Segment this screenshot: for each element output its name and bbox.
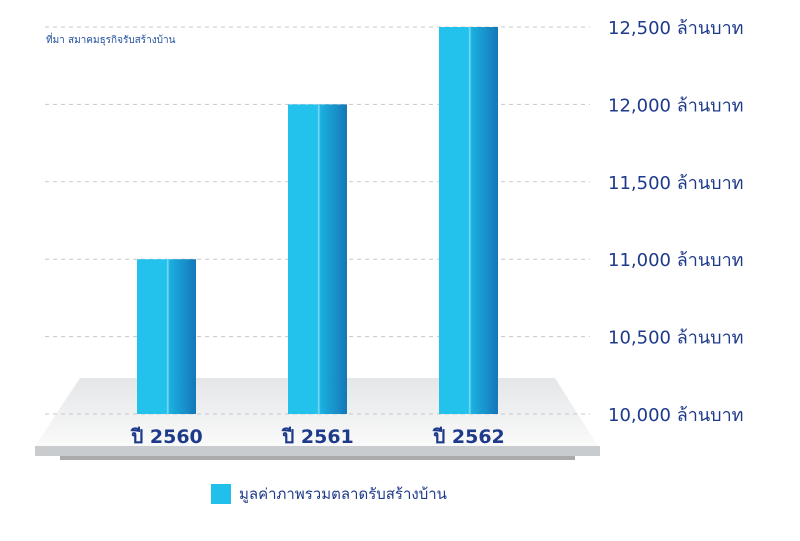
legend-label: มูลค่าภาพรวมตลาดรับสร้างบ้าน (239, 485, 447, 503)
legend-swatch (211, 484, 231, 504)
y-tick-label: 11,000 ล้านบาท (608, 250, 744, 271)
y-tick-label: 11,500 ล้านบาท (608, 173, 744, 194)
platform-shadow (60, 456, 575, 460)
legend: มูลค่าภาพรวมตลาดรับสร้างบ้าน (211, 482, 447, 506)
y-tick-label: 10,000 ล้านบาท (608, 405, 744, 426)
source-note: ที่มา สมาคมธุรกิจรับสร้างบ้าน (46, 35, 176, 46)
bar (137, 259, 196, 414)
x-tick-label: ปี 2561 (281, 426, 353, 448)
y-tick-label: 12,500 ล้านบาท (608, 18, 744, 39)
y-tick-label: 12,000 ล้านบาท (608, 95, 744, 116)
x-tick-label: ปี 2562 (432, 426, 504, 448)
bar (439, 27, 498, 414)
x-tick-label: ปี 2560 (130, 426, 202, 448)
platform-edge (35, 446, 600, 456)
bar (288, 104, 347, 415)
y-tick-label: 10,500 ล้านบาท (608, 328, 744, 349)
